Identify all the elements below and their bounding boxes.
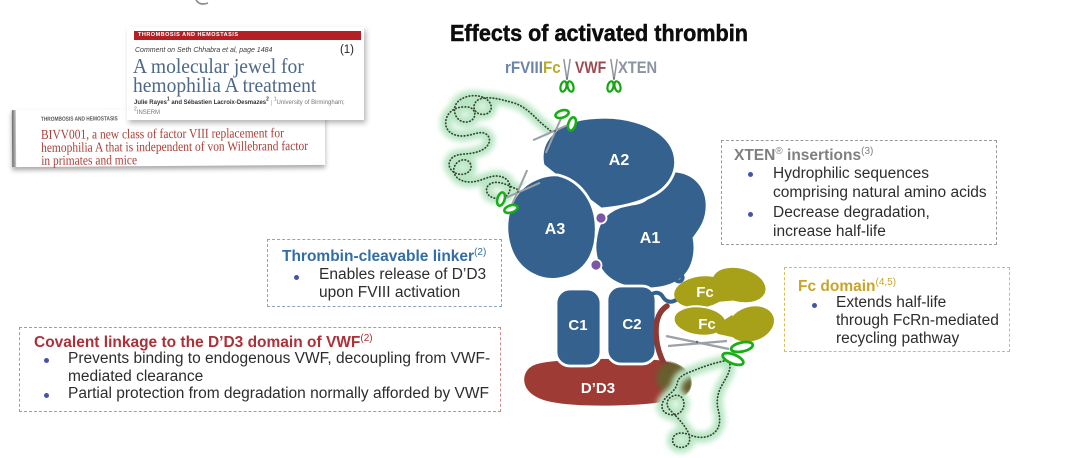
svg-text:A1: A1 — [640, 230, 661, 247]
svg-text:C1: C1 — [568, 317, 587, 334]
svg-text:A2: A2 — [609, 152, 630, 169]
svg-text:Fc: Fc — [696, 284, 714, 301]
svg-text:D’D3: D’D3 — [581, 380, 615, 397]
svg-text:A3: A3 — [545, 221, 566, 238]
svg-text:C2: C2 — [622, 316, 641, 333]
svg-text:Fc: Fc — [698, 316, 716, 333]
